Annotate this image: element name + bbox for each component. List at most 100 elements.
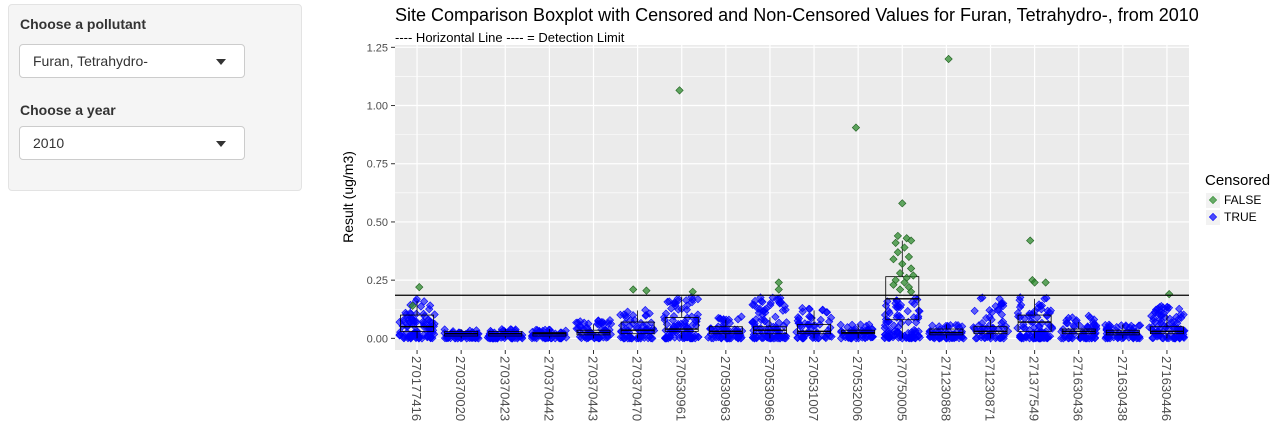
censored-point xyxy=(799,334,808,343)
censored-point xyxy=(404,332,413,341)
censored-point xyxy=(619,334,628,343)
y-tick-label: 1.25 xyxy=(367,42,388,54)
censored-point xyxy=(991,302,1000,311)
noncensored-point xyxy=(891,238,900,248)
censored-point xyxy=(868,332,878,341)
censored-point xyxy=(806,312,815,322)
censored-point xyxy=(1105,321,1115,330)
censored-point xyxy=(904,317,913,327)
censored-point xyxy=(693,314,702,323)
legend: Censored FALSE TRUE xyxy=(1205,172,1270,225)
censored-point xyxy=(711,333,721,342)
censored-point xyxy=(813,334,823,343)
censored-point xyxy=(1154,321,1163,331)
censored-point xyxy=(1105,334,1115,343)
noncensored-point xyxy=(944,54,953,64)
x-tick-label: 270531007 xyxy=(806,356,821,421)
censored-point xyxy=(430,330,439,339)
censored-point xyxy=(856,320,865,329)
noncensored-point xyxy=(408,301,417,310)
censored-point xyxy=(844,333,853,342)
noncensored-point xyxy=(1041,278,1050,287)
censored-point xyxy=(406,310,415,319)
censored-point xyxy=(1086,313,1095,322)
noncensored-point xyxy=(906,264,916,273)
censored-point xyxy=(604,319,613,328)
censored-point xyxy=(748,333,757,342)
noncensored-point xyxy=(893,248,902,257)
censored-point xyxy=(688,295,697,304)
censored-point xyxy=(755,325,765,334)
censored-point xyxy=(995,294,1004,303)
censored-point xyxy=(411,332,421,342)
censored-point xyxy=(682,301,692,310)
censored-point xyxy=(1029,310,1038,319)
noncensored-point xyxy=(898,199,907,208)
box xyxy=(620,321,655,335)
censored-point xyxy=(771,312,780,321)
censored-point xyxy=(997,310,1006,319)
noncensored-point xyxy=(906,287,916,296)
censored-point xyxy=(812,328,822,337)
censored-point xyxy=(935,333,944,343)
censored-point xyxy=(1136,321,1145,330)
censored-point xyxy=(762,304,771,313)
x-tick-label: 270530961 xyxy=(674,356,689,421)
censored-point xyxy=(911,334,920,343)
censored-point xyxy=(1175,334,1184,343)
x-tick-label: 270532006 xyxy=(850,356,865,421)
x-tick-label: 271377549 xyxy=(1027,356,1042,421)
censored-point xyxy=(1151,305,1161,314)
censored-point xyxy=(1085,334,1094,343)
censored-point xyxy=(1045,332,1055,341)
noncensored-point xyxy=(642,286,651,295)
censored-point xyxy=(598,318,607,327)
noncensored-point xyxy=(1165,290,1174,299)
censored-point xyxy=(1040,294,1049,303)
censored-point xyxy=(622,313,631,322)
plot-panel xyxy=(395,45,1189,350)
censored-point xyxy=(682,296,691,305)
censored-point xyxy=(1069,321,1078,330)
censored-point xyxy=(1147,311,1156,321)
pollutant-select[interactable]: Furan, Tetrahydro- xyxy=(19,44,245,78)
box xyxy=(576,329,611,336)
censored-point xyxy=(885,309,894,318)
censored-point xyxy=(765,334,774,343)
boxplot-chart: Site Comparison Boxplot with Censored an… xyxy=(340,5,1270,421)
censored-point xyxy=(1035,334,1044,343)
censored-point xyxy=(997,333,1006,342)
censored-point xyxy=(676,319,686,328)
censored-point xyxy=(804,304,814,313)
censored-point xyxy=(419,331,428,340)
x-tick-label: 270370442 xyxy=(541,356,556,421)
censored-point xyxy=(693,295,703,304)
censored-point xyxy=(511,326,520,335)
x-tick-label: 270370443 xyxy=(586,356,601,421)
censored-point xyxy=(818,305,827,314)
noncensored-point xyxy=(898,259,907,268)
censored-point xyxy=(456,332,465,342)
censored-point xyxy=(416,302,426,311)
chart-container: Site Comparison Boxplot with Censored an… xyxy=(330,0,1283,439)
censored-point xyxy=(880,333,889,343)
censored-point xyxy=(970,306,979,315)
year-select[interactable]: 2010 xyxy=(19,126,245,160)
censored-point xyxy=(882,317,891,327)
censored-point xyxy=(661,333,670,343)
chevron-down-icon xyxy=(216,141,226,147)
censored-point xyxy=(412,309,421,319)
censored-point xyxy=(1164,303,1174,312)
censored-point xyxy=(825,317,834,326)
x-tick-label: 270530966 xyxy=(762,356,777,421)
censored-point xyxy=(737,312,746,321)
noncensored-point xyxy=(1030,278,1039,287)
censored-point xyxy=(880,324,889,333)
censored-point xyxy=(1003,327,1013,336)
box xyxy=(664,317,699,332)
x-tick-label: 270750005 xyxy=(894,356,909,421)
censored-point xyxy=(620,319,629,328)
legend-symbol xyxy=(1208,195,1218,205)
censored-point xyxy=(419,319,428,328)
censored-point xyxy=(599,333,608,342)
